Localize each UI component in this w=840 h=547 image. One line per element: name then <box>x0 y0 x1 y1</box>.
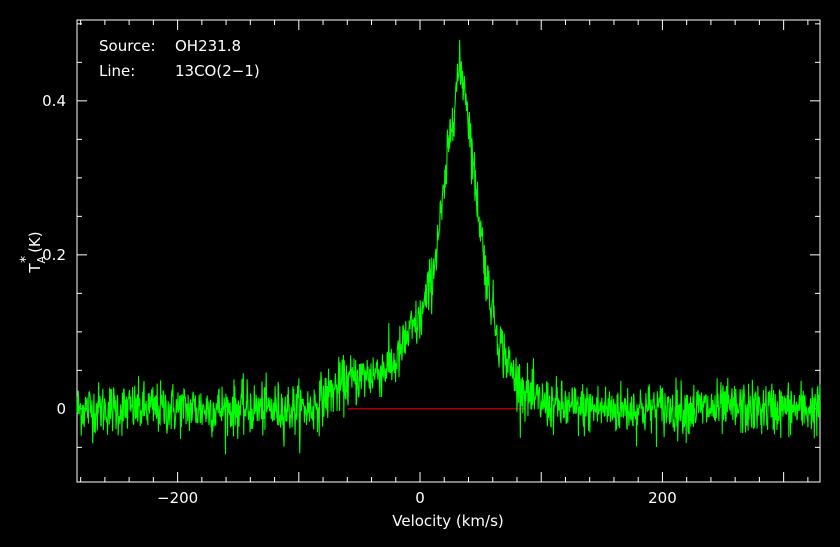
line-value: 13CO(2−1) <box>175 62 260 80</box>
x-tick-label: −200 <box>157 489 198 507</box>
y-axis-superscript: * <box>18 256 34 263</box>
plot-frame <box>76 19 821 483</box>
y-tick-label: 0.2 <box>42 246 66 264</box>
y-tick-labels: 0 0.2 0.4 <box>42 92 66 418</box>
y-tick-label: 0.4 <box>42 92 66 110</box>
spectrum-series <box>76 40 821 455</box>
source-value: OH231.8 <box>175 37 241 55</box>
axis-ticks <box>77 20 820 482</box>
y-tick-label: 0 <box>56 400 66 418</box>
source-key: Source: <box>99 37 156 55</box>
y-axis-symbol: T <box>26 263 44 274</box>
x-tick-label: 200 <box>648 489 677 507</box>
line-key: Line: <box>99 62 135 80</box>
x-tick-label: 0 <box>415 489 425 507</box>
x-axis-title: Velocity (km/s) <box>392 512 503 530</box>
y-axis-title: TA* (K) <box>18 231 48 273</box>
y-axis-unit: (K) <box>26 231 44 253</box>
series-layer <box>76 40 821 455</box>
svg-text:TA*(K): TA* (K) <box>18 231 48 273</box>
x-tick-labels: −200 0 200 <box>157 489 677 507</box>
y-axis-subscript: A <box>35 255 48 263</box>
